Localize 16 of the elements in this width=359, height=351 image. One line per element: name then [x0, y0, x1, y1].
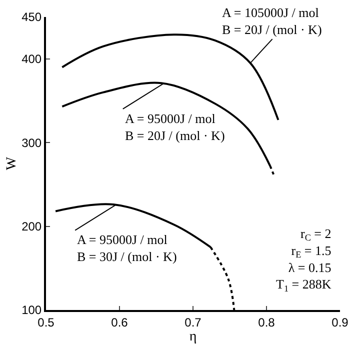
y-tick-label: 450 — [22, 10, 42, 24]
x-tick-label: 0.7 — [184, 315, 202, 330]
x-tick-label: 0.8 — [258, 315, 276, 330]
annotation: A = 95000J / mol B = 30J / (mol · K) — [77, 232, 177, 264]
x-tick-label: 0.9 — [332, 315, 349, 330]
x-axis-title: η — [189, 329, 197, 344]
text: r$_{C}$ = 2 r$_{E}$ = 1.5 λ = 0.15 T$_{1}$ = 288K — [276, 226, 332, 294]
annotation: A = 105000J / mol B = 20J / (mol · K) — [222, 5, 322, 37]
y-axis-title: W — [4, 156, 20, 170]
y-tick-label: 100 — [22, 303, 42, 318]
x-tick-label: 0.6 — [111, 315, 128, 330]
x-tick-label: 0.5 — [38, 315, 55, 330]
annotation: A = 95000J / mol B = 20J / (mol · K) — [125, 111, 225, 143]
y-tick-label: 200 — [22, 219, 42, 234]
y-tick-label: 400 — [22, 52, 42, 66]
y-tick-label: 300 — [22, 136, 42, 150]
